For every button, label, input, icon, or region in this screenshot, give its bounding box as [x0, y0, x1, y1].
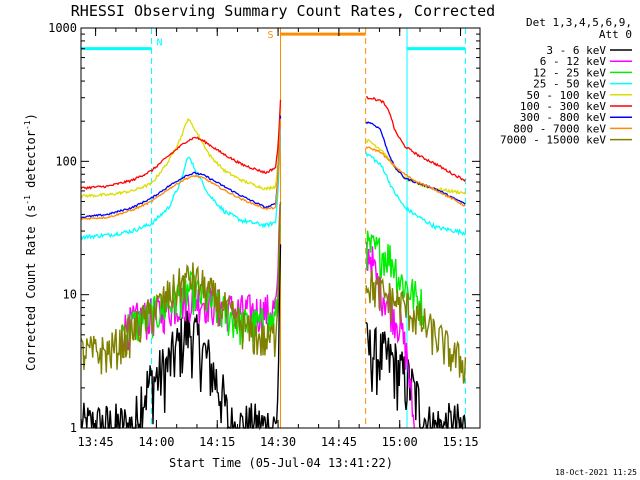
chart-title: RHESSI Observing Summary Count Rates, Co…: [71, 2, 495, 20]
y-axis-label-sup1: -1: [23, 195, 32, 205]
x-tick-label: 15:15: [442, 435, 478, 449]
series-line-800-7000-kev: [80, 118, 466, 221]
saa-marker-label: S: [267, 30, 273, 41]
footer-date: 18-Oct-2021 11:25: [555, 468, 637, 477]
legend-label: 12 - 25 keV: [533, 66, 606, 79]
y-axis-label-mid: detector: [24, 130, 38, 195]
x-tick-label: 14:00: [138, 435, 174, 449]
y-axis-label: Corrected Count Rate (s-1 detector-1): [23, 113, 38, 371]
y-tick-label: 10: [63, 288, 77, 302]
legend-header-line-1: Det 1,3,4,5,6,9,: [526, 16, 632, 29]
x-tick-label: 15:00: [382, 435, 418, 449]
y-tick-label: 100: [55, 154, 77, 168]
x-tick-label: 14:30: [260, 435, 296, 449]
x-tick-label: 14:15: [199, 435, 235, 449]
x-tick-label: 14:45: [321, 435, 357, 449]
legend-label: 100 - 300 keV: [520, 100, 606, 113]
legend-label: 50 - 100 keV: [527, 89, 607, 102]
series-line-7000-15000-kev: [80, 201, 467, 384]
legend-label: 300 - 800 keV: [520, 111, 606, 124]
y-tick-label: 1000: [48, 21, 77, 35]
y-axis-label-main: Corrected Count Rate (s: [24, 205, 38, 371]
legend-label: 3 - 6 keV: [546, 44, 606, 57]
series-line-25-50-kev: [80, 128, 466, 241]
series-group: [80, 96, 467, 431]
x-axis-label: Start Time (05-Jul-04 13:41:22): [169, 456, 393, 470]
axes: 1 10 100 1000 13:45 14:00 14:15 14:30 14:45 15:00…: [48, 21, 481, 449]
x-tick-label: 13:45: [78, 435, 114, 449]
y-axis-label-sup2: -1: [23, 120, 32, 130]
series-line-300-800-kev: [80, 115, 466, 219]
y-axis-label-end: ): [24, 113, 38, 120]
legend-label: 6 - 12 keV: [540, 55, 607, 68]
legend-header-line-2: Att 0: [599, 28, 632, 41]
legend-label: 7000 - 15000 keV: [500, 134, 606, 147]
series-line-50-100-kev: [80, 108, 466, 199]
series-line-100-300-kev: [80, 96, 466, 191]
legend-label: 25 - 50 keV: [533, 78, 606, 91]
y-tick-label: 1: [70, 421, 77, 435]
plot-frame: [80, 27, 481, 429]
night-marker-label: N: [157, 38, 163, 49]
legend-label: 800 - 7000 keV: [513, 122, 606, 135]
